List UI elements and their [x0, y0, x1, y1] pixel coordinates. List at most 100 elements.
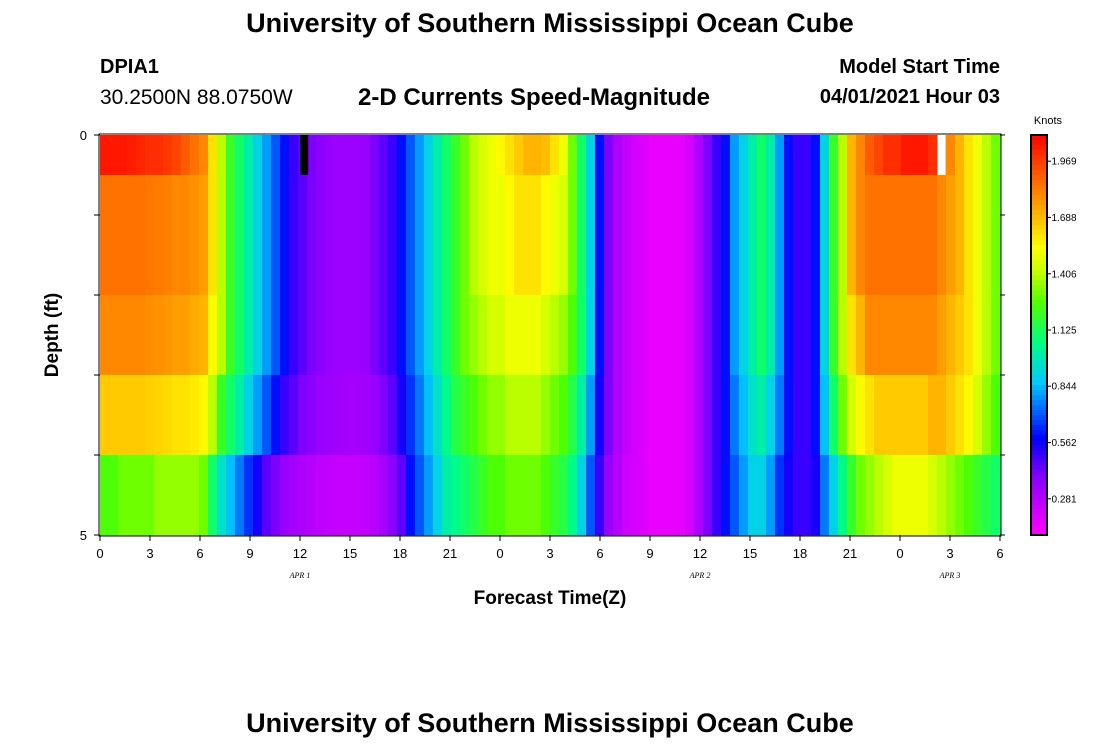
- heatmap-cell: [190, 455, 200, 536]
- heatmap-cell: [721, 295, 731, 376]
- x-tick-label: 0: [896, 546, 903, 561]
- heatmap-cell: [856, 375, 866, 456]
- colorbar-swatch: [1031, 440, 1047, 446]
- heatmap-cell: [820, 175, 830, 296]
- colorbar-swatch: [1031, 160, 1047, 166]
- colorbar-tick-label: 0.844: [1051, 382, 1076, 393]
- colorbar-swatch: [1031, 315, 1047, 321]
- heatmap-cell: [397, 455, 407, 536]
- heatmap-cell: [397, 295, 407, 376]
- heatmap-cell: [730, 455, 740, 536]
- colorbar-swatch: [1031, 175, 1047, 181]
- heatmap-cell: [424, 295, 434, 376]
- heatmap-cell: [190, 175, 200, 296]
- heatmap-cell: [721, 455, 731, 536]
- colorbar-tick-label: 1.969: [1051, 157, 1076, 168]
- heatmap-cell: [766, 175, 776, 296]
- heatmap-cell: [973, 135, 983, 176]
- heatmap-cell: [118, 295, 128, 376]
- heatmap-cell: [217, 295, 227, 376]
- heatmap-cell: [190, 375, 200, 456]
- heatmap-cell: [199, 455, 209, 536]
- heatmap-cell: [451, 375, 461, 456]
- heatmap-cell: [739, 135, 749, 176]
- heatmap-cell: [874, 295, 884, 376]
- heatmap-cell: [586, 295, 596, 376]
- colorbar-swatch: [1031, 255, 1047, 261]
- heatmap-cell: [415, 135, 425, 176]
- heatmap-cell: [145, 135, 155, 176]
- heatmap-cell: [370, 375, 380, 456]
- heatmap-cell: [154, 375, 164, 456]
- heatmap-cell: [181, 135, 191, 176]
- heatmap-cell: [964, 295, 974, 376]
- colorbar-swatch: [1031, 525, 1047, 531]
- heatmap-cell: [163, 455, 173, 536]
- heatmap-cell: [226, 175, 236, 296]
- heatmap-cell: [748, 175, 758, 296]
- heatmap-cell: [766, 295, 776, 376]
- heatmap-cell: [406, 135, 416, 176]
- heatmap-cell: [361, 295, 371, 376]
- heatmap-cell: [820, 135, 830, 176]
- heatmap-cell: [937, 175, 947, 296]
- heatmap-cell: [991, 455, 1001, 536]
- heatmap-cell: [910, 175, 920, 296]
- colorbar-swatch: [1031, 465, 1047, 471]
- heatmap-cell: [712, 295, 722, 376]
- heatmap-cell: [793, 175, 803, 296]
- heatmap-cell: [847, 175, 857, 296]
- heatmap-cells: [100, 135, 1001, 536]
- heatmap-cell: [154, 135, 164, 176]
- heatmap-cell: [955, 175, 965, 296]
- heatmap-cell: [622, 135, 632, 176]
- heatmap-cell: [703, 375, 713, 456]
- heatmap-cell: [829, 375, 839, 456]
- heatmap-cell: [991, 175, 1001, 296]
- colorbar-swatch: [1031, 265, 1047, 271]
- colorbar-swatch: [1031, 355, 1047, 361]
- heatmap-cell: [244, 135, 254, 176]
- heatmap-cell: [514, 295, 524, 376]
- heatmap-cell: [307, 175, 317, 296]
- heatmap-cell: [244, 455, 254, 536]
- heatmap-cell: [217, 455, 227, 536]
- heatmap-cell: [280, 175, 290, 296]
- heatmap-cell: [640, 135, 650, 176]
- heatmap-cell: [649, 455, 659, 536]
- heatmap-cell: [271, 175, 281, 296]
- heatmap-cell: [649, 375, 659, 456]
- heatmap-cell: [622, 455, 632, 536]
- y-axis-title: Depth (ft): [42, 293, 63, 377]
- heatmap-cell: [856, 455, 866, 536]
- heatmap-cell: [388, 175, 398, 296]
- heatmap-cell: [991, 135, 1001, 176]
- heatmap-cell: [118, 375, 128, 456]
- heatmap-cell: [766, 135, 776, 176]
- heatmap-cell: [757, 135, 767, 176]
- heatmap-cell: [658, 455, 668, 536]
- heatmap-cell: [532, 135, 542, 176]
- heatmap-cell: [865, 295, 875, 376]
- heatmap-cell: [325, 375, 335, 456]
- heatmap-cell: [838, 135, 848, 176]
- heatmap-cell: [865, 455, 875, 536]
- heatmap-cell: [262, 175, 272, 296]
- colorbar-swatch: [1031, 385, 1047, 391]
- heatmap-cell: [604, 175, 614, 296]
- heatmap-cell: [802, 375, 812, 456]
- heatmap-cell: [559, 295, 569, 376]
- heatmap-cell: [946, 135, 956, 176]
- heatmap-cell: [937, 295, 947, 376]
- heatmap-cell: [514, 175, 524, 296]
- heatmap-cell: [829, 135, 839, 176]
- heatmap-cell: [424, 455, 434, 536]
- heatmap-cell: [136, 375, 146, 456]
- heatmap-cell: [793, 135, 803, 176]
- heatmap-cell: [199, 135, 209, 176]
- heatmap-cell: [307, 375, 317, 456]
- heatmap-cell: [532, 375, 542, 456]
- heatmap-cell: [892, 175, 902, 296]
- heatmap-cell: [208, 455, 218, 536]
